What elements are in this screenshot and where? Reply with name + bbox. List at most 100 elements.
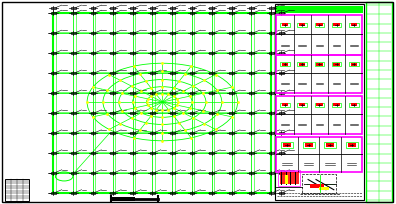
Bar bbox=[170, 7, 175, 9]
Bar bbox=[249, 12, 254, 14]
Bar bbox=[297, 23, 307, 27]
Bar bbox=[269, 112, 274, 114]
Bar bbox=[282, 103, 288, 106]
Bar bbox=[302, 174, 336, 193]
Bar bbox=[110, 72, 115, 74]
Bar bbox=[51, 132, 56, 134]
Bar bbox=[349, 103, 358, 107]
Bar bbox=[150, 7, 155, 9]
Bar bbox=[269, 172, 274, 174]
Bar bbox=[269, 152, 274, 154]
Bar bbox=[150, 192, 155, 194]
Bar bbox=[51, 92, 56, 94]
Bar bbox=[71, 32, 76, 34]
Bar bbox=[229, 12, 234, 14]
Bar bbox=[305, 143, 312, 147]
Bar bbox=[190, 152, 194, 154]
Bar bbox=[269, 52, 274, 54]
Bar bbox=[51, 72, 56, 74]
Bar bbox=[249, 192, 254, 194]
Bar bbox=[349, 23, 358, 27]
Bar bbox=[91, 72, 95, 74]
Bar bbox=[333, 63, 340, 66]
Bar bbox=[71, 7, 76, 9]
Bar bbox=[111, 197, 135, 201]
Bar bbox=[209, 132, 214, 134]
Bar bbox=[110, 32, 115, 34]
Bar bbox=[51, 32, 56, 34]
Bar bbox=[229, 192, 234, 194]
Bar bbox=[170, 12, 175, 14]
Bar bbox=[229, 7, 234, 9]
Bar bbox=[190, 112, 194, 114]
Bar bbox=[314, 23, 324, 27]
Bar bbox=[209, 7, 214, 9]
Bar bbox=[170, 172, 175, 174]
Bar bbox=[285, 175, 288, 184]
Bar bbox=[190, 172, 194, 174]
Bar bbox=[276, 6, 363, 13]
Bar bbox=[209, 72, 214, 74]
Bar bbox=[229, 172, 234, 174]
Bar bbox=[110, 192, 115, 194]
Bar bbox=[71, 152, 76, 154]
Bar bbox=[110, 152, 115, 154]
Bar bbox=[280, 62, 290, 66]
Bar bbox=[275, 4, 364, 200]
Bar bbox=[130, 152, 135, 154]
Bar bbox=[209, 152, 214, 154]
Bar bbox=[190, 92, 194, 94]
Bar bbox=[269, 132, 274, 134]
Bar bbox=[282, 23, 288, 26]
Bar bbox=[71, 112, 76, 114]
Bar bbox=[366, 2, 392, 202]
Bar bbox=[269, 72, 274, 74]
Bar bbox=[278, 170, 300, 186]
Bar bbox=[279, 172, 284, 174]
Bar bbox=[190, 12, 194, 14]
Bar bbox=[209, 32, 214, 34]
Bar bbox=[279, 92, 284, 94]
Bar bbox=[110, 12, 115, 14]
Bar bbox=[269, 12, 274, 14]
Bar bbox=[279, 12, 284, 14]
Bar bbox=[130, 72, 135, 74]
Bar bbox=[279, 192, 284, 194]
Bar bbox=[316, 23, 322, 26]
Bar bbox=[324, 142, 336, 148]
Bar bbox=[71, 92, 76, 94]
Bar bbox=[316, 63, 322, 66]
Bar bbox=[276, 15, 362, 55]
Bar bbox=[297, 62, 307, 66]
Bar bbox=[319, 187, 329, 190]
Bar bbox=[110, 112, 115, 114]
Bar bbox=[91, 172, 95, 174]
Bar bbox=[170, 52, 175, 54]
Bar bbox=[229, 132, 234, 134]
Bar bbox=[71, 12, 76, 14]
Bar bbox=[150, 52, 155, 54]
Bar bbox=[209, 12, 214, 14]
Bar bbox=[299, 103, 305, 106]
Bar bbox=[91, 7, 95, 9]
Bar bbox=[150, 32, 155, 34]
Bar bbox=[314, 62, 324, 66]
Bar bbox=[316, 103, 322, 106]
Bar bbox=[281, 142, 293, 148]
Bar bbox=[310, 184, 324, 188]
Bar bbox=[91, 12, 95, 14]
Bar bbox=[150, 172, 155, 174]
Bar bbox=[170, 72, 175, 74]
Bar bbox=[276, 137, 362, 172]
Bar bbox=[110, 7, 115, 9]
Bar bbox=[53, 13, 271, 193]
Bar bbox=[91, 52, 95, 54]
Bar bbox=[170, 92, 175, 94]
Bar bbox=[110, 52, 115, 54]
Bar bbox=[282, 63, 288, 66]
Bar bbox=[170, 192, 175, 194]
Bar bbox=[350, 103, 357, 106]
Bar bbox=[91, 112, 95, 114]
Bar bbox=[71, 52, 76, 54]
Bar bbox=[209, 52, 214, 54]
